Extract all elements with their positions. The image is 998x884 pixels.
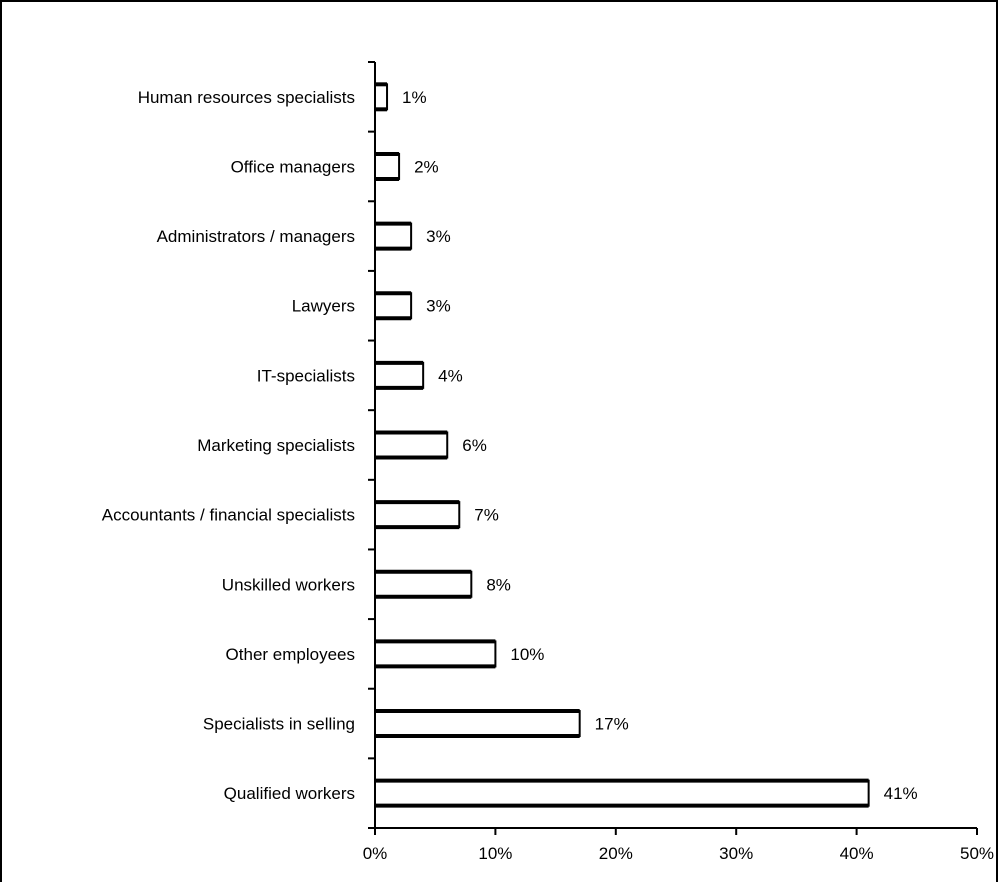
category-label-0: Human resources specialists — [138, 88, 355, 107]
data-label-7: 8% — [486, 575, 511, 594]
bar-2 — [374, 222, 413, 250]
axes-layer — [368, 61, 978, 835]
bar-6 — [374, 501, 461, 529]
x-tick-label-4: 40% — [840, 844, 874, 863]
data-label-10: 41% — [884, 784, 918, 803]
data-label-3: 3% — [426, 297, 451, 316]
bar-5 — [374, 431, 449, 459]
data-label-1: 2% — [414, 157, 439, 176]
x-tick-label-5: 50% — [960, 844, 994, 863]
x-tick-label-2: 20% — [599, 844, 633, 863]
x-tick-label-1: 10% — [478, 844, 512, 863]
bar-1 — [374, 152, 401, 180]
bars-layer — [374, 82, 870, 808]
category-label-9: Specialists in selling — [203, 715, 355, 734]
x-tick-label-0: 0% — [363, 844, 388, 863]
data-label-6: 7% — [474, 506, 499, 525]
category-label-4: IT-specialists — [257, 366, 355, 385]
bar-9 — [374, 710, 581, 738]
data-label-5: 6% — [462, 436, 487, 455]
data-label-8: 10% — [510, 645, 544, 664]
x-tick-label-3: 30% — [719, 844, 753, 863]
category-label-2: Administrators / managers — [157, 227, 355, 246]
bar-10 — [374, 779, 870, 807]
category-label-6: Accountants / financial specialists — [102, 506, 355, 525]
data-label-2: 3% — [426, 227, 451, 246]
category-label-3: Lawyers — [292, 297, 355, 316]
bar-0 — [374, 83, 389, 111]
category-label-5: Marketing specialists — [197, 436, 355, 455]
category-label-10: Qualified workers — [224, 784, 355, 803]
data-label-0: 1% — [402, 88, 427, 107]
data-label-4: 4% — [438, 366, 463, 385]
data-label-9: 17% — [595, 715, 629, 734]
bar-8 — [374, 640, 497, 668]
bar-3 — [374, 292, 413, 320]
category-label-7: Unskilled workers — [222, 575, 355, 594]
category-label-8: Other employees — [226, 645, 355, 664]
labels-layer: Human resources specialists 1% Office mana… — [102, 88, 994, 863]
bar-4 — [374, 361, 425, 389]
bar-7 — [374, 570, 473, 598]
category-label-1: Office managers — [231, 157, 355, 176]
